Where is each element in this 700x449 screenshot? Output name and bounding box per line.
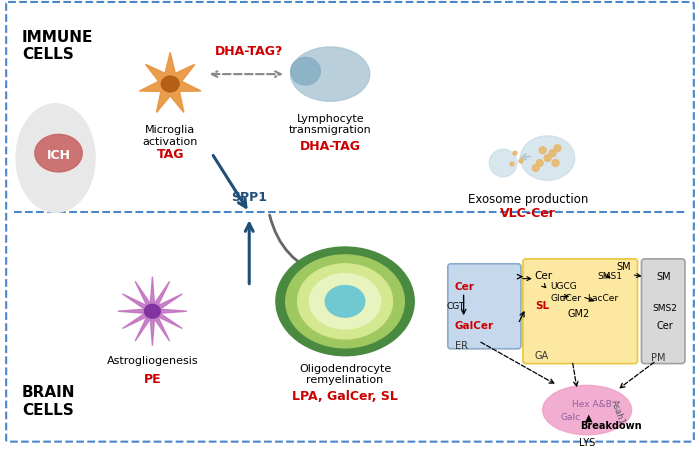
Ellipse shape — [549, 150, 556, 157]
Ellipse shape — [539, 147, 546, 154]
Ellipse shape — [542, 385, 631, 435]
Text: PM: PM — [651, 353, 666, 363]
Ellipse shape — [536, 159, 543, 167]
Polygon shape — [118, 277, 187, 346]
Text: ER: ER — [455, 341, 468, 351]
Ellipse shape — [144, 304, 160, 318]
Text: Astrogliogenesis: Astrogliogenesis — [106, 356, 198, 365]
Text: LYS: LYS — [579, 438, 595, 448]
Text: SMS2: SMS2 — [652, 304, 677, 313]
Text: Cer: Cer — [535, 271, 553, 281]
Text: TAG: TAG — [156, 148, 184, 161]
Text: Breakdown: Breakdown — [580, 421, 642, 431]
FancyBboxPatch shape — [523, 259, 638, 364]
Ellipse shape — [519, 159, 523, 163]
Text: GalCer: GalCer — [455, 321, 494, 331]
Ellipse shape — [520, 136, 575, 180]
Text: LPA, GalCer, SL: LPA, GalCer, SL — [292, 390, 398, 403]
Text: ▲: ▲ — [585, 413, 593, 423]
Text: GA: GA — [535, 351, 549, 361]
Text: Oligodendrocyte
remyelination: Oligodendrocyte remyelination — [299, 364, 391, 385]
Ellipse shape — [16, 104, 95, 212]
Ellipse shape — [290, 47, 370, 101]
Ellipse shape — [161, 76, 179, 92]
Polygon shape — [139, 53, 201, 112]
Text: Cer: Cer — [657, 321, 673, 331]
Ellipse shape — [35, 134, 82, 172]
Text: SPP1: SPP1 — [231, 191, 267, 204]
Text: Exosome production: Exosome production — [468, 193, 588, 206]
Ellipse shape — [513, 151, 517, 155]
Ellipse shape — [554, 145, 561, 152]
FancyBboxPatch shape — [641, 259, 685, 364]
Ellipse shape — [326, 286, 365, 317]
Ellipse shape — [276, 247, 414, 356]
Ellipse shape — [298, 264, 393, 339]
Ellipse shape — [510, 162, 514, 166]
Text: LacCer: LacCer — [587, 295, 618, 304]
Text: SL: SL — [535, 301, 549, 311]
Text: IMMUNE
CELLS: IMMUNE CELLS — [22, 30, 93, 62]
Text: Cer: Cer — [455, 282, 475, 291]
Text: Hex A&B: Hex A&B — [573, 400, 612, 409]
FancyBboxPatch shape — [448, 264, 521, 349]
Ellipse shape — [544, 154, 551, 162]
Text: VLC-Cer: VLC-Cer — [500, 207, 556, 220]
Ellipse shape — [290, 57, 321, 85]
Ellipse shape — [552, 159, 559, 167]
Ellipse shape — [309, 274, 381, 329]
Text: SM: SM — [617, 262, 631, 272]
Text: Galc: Galc — [561, 413, 580, 422]
Text: UGCG: UGCG — [551, 282, 577, 291]
Ellipse shape — [286, 255, 405, 348]
Text: PE: PE — [144, 374, 161, 387]
Text: ICH: ICH — [46, 149, 71, 162]
Text: BRAIN
CELLS: BRAIN CELLS — [22, 385, 76, 418]
Text: SMS1: SMS1 — [597, 272, 622, 281]
Text: CGT: CGT — [447, 302, 465, 311]
Text: SM: SM — [657, 272, 671, 282]
Text: DHA-TAG?: DHA-TAG? — [215, 45, 284, 58]
Ellipse shape — [489, 149, 517, 177]
Text: Lymphocyte
transmigration: Lymphocyte transmigration — [289, 114, 372, 135]
Ellipse shape — [532, 164, 539, 172]
FancyBboxPatch shape — [6, 2, 694, 442]
Text: DHA-TAG: DHA-TAG — [300, 140, 360, 153]
Text: GM2: GM2 — [568, 309, 589, 319]
Text: GluCer: GluCer — [551, 295, 582, 304]
Text: Microglia
activation: Microglia activation — [143, 125, 198, 147]
Text: Asah1: Asah1 — [609, 398, 626, 426]
